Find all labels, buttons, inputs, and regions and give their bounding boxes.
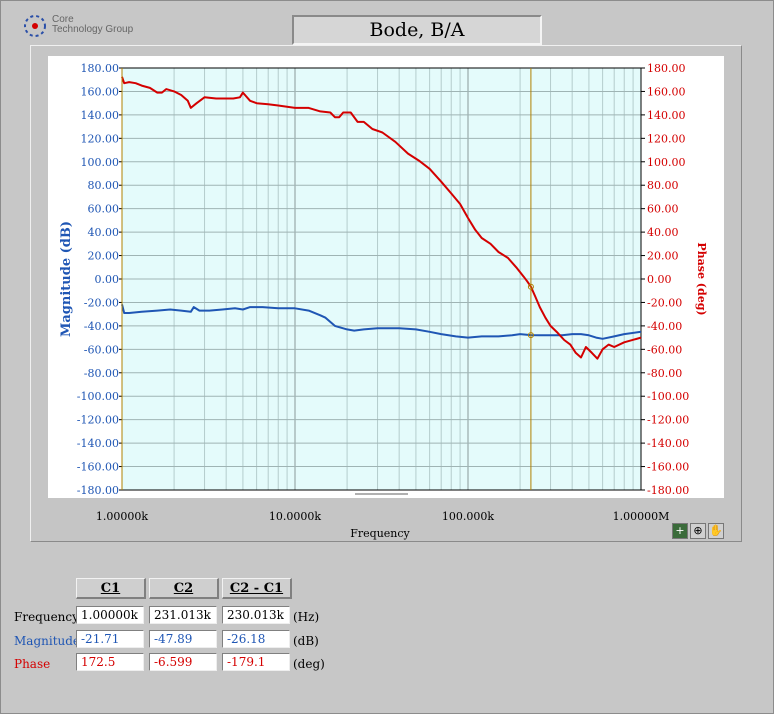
y-tick-label-left: -120.00 (77, 414, 119, 427)
y-axis-right-label: Phase (deg) (695, 242, 708, 315)
y-tick-label-left: -180.00 (77, 484, 119, 497)
y-tick-label-left: 0.00 (95, 273, 120, 286)
y-tick-label-right: -160.00 (647, 461, 689, 474)
row-label-frequency: Frequency (14, 610, 79, 624)
company-logo: Core Technology Group (22, 13, 152, 43)
phase-delta-field[interactable]: -179.1 (222, 653, 290, 671)
y-tick-label-right: 0.00 (647, 273, 672, 286)
col-header-c2: C2 (149, 578, 219, 599)
x-tick-label: 1.00000k (96, 510, 148, 523)
y-tick-label-right: -20.00 (647, 296, 682, 309)
y-tick-label-left: 60.00 (88, 203, 120, 216)
cursor-marker-phase (527, 283, 534, 290)
y-tick-label-right: 60.00 (647, 203, 679, 216)
y-tick-label-right: 40.00 (647, 226, 679, 239)
row-label-magnitude: Magnitude (14, 634, 81, 648)
phase-c2-field[interactable]: -6.599 (149, 653, 217, 671)
y-tick-label-left: -160.00 (77, 461, 119, 474)
y-tick-label-right: 100.00 (647, 156, 686, 169)
graph-toolbar: + ⊕ ✋ (672, 523, 724, 539)
logo-mark-icon (24, 15, 46, 37)
y-tick-label-left: -20.00 (84, 296, 119, 309)
y-tick-label-right: -120.00 (647, 414, 689, 427)
x-tick-label: 100.000k (442, 510, 494, 523)
x-tick-label: 1.00000M (613, 510, 670, 523)
graph-title: Bode, B/A (292, 15, 542, 45)
frequency-c1-field[interactable]: 1.00000k (76, 606, 144, 624)
cursor-marker-magnitude (527, 332, 534, 339)
y-tick-label-left: 40.00 (88, 226, 120, 239)
series-line-magnitude (121, 304, 642, 340)
y-tick-label-right: 180.00 (647, 62, 686, 75)
col-header-delta: C2 - C1 (222, 578, 292, 599)
y-tick-label-right: -60.00 (647, 343, 682, 356)
y-tick-label-right: 120.00 (647, 132, 686, 145)
y-tick-label-right: -180.00 (647, 484, 689, 497)
y-tick-label-right: -40.00 (647, 320, 682, 333)
magnitude-unit: (dB) (293, 634, 319, 648)
axis-ticks: 180.00 160.00 140.00 120.00 100.00 80.00 60.00… (77, 62, 689, 523)
y-tick-label-right: -140.00 (647, 437, 689, 450)
cursor-tool-icon[interactable]: + (672, 523, 688, 539)
phase-unit: (deg) (293, 657, 325, 671)
series-line-phase (121, 76, 642, 360)
y-tick-label-left: 100.00 (81, 156, 120, 169)
x-axis-label: Frequency (350, 527, 410, 540)
y-tick-label-left: 140.00 (81, 109, 120, 122)
series-layer (121, 76, 642, 360)
y-tick-label-left: 80.00 (88, 179, 120, 192)
logo-line-2: Technology Group (52, 24, 134, 35)
y-tick-label-left: 20.00 (88, 250, 120, 263)
bode-chart[interactable]: 180.00 160.00 140.00 120.00 100.00 80.00 60.00… (0, 0, 774, 545)
cursor-layer[interactable] (121, 68, 534, 490)
y-tick-label-left: -60.00 (84, 343, 119, 356)
y-tick-label-left: 180.00 (81, 62, 120, 75)
magnitude-delta-field[interactable]: -26.18 (222, 630, 290, 648)
magnitude-c2-field[interactable]: -47.89 (149, 630, 217, 648)
y-tick-label-left: 120.00 (81, 132, 120, 145)
y-tick-label-right: 80.00 (647, 179, 679, 192)
col-header-c1: C1 (76, 578, 146, 599)
y-tick-label-left: -100.00 (77, 390, 119, 403)
grid (121, 67, 642, 491)
frequency-unit: (Hz) (293, 610, 320, 624)
magnitude-c1-field[interactable]: -21.71 (76, 630, 144, 648)
y-tick-label-right: -100.00 (647, 390, 689, 403)
row-label-phase: Phase (14, 657, 51, 671)
y-axis-left-label: Magnitude (dB) (59, 221, 74, 337)
y-tick-label-right: 140.00 (647, 109, 686, 122)
y-tick-label-right: 20.00 (647, 250, 679, 263)
frequency-delta-field[interactable]: 230.013k (222, 606, 290, 624)
y-tick-label-left: -80.00 (84, 367, 119, 380)
logo-line-1: Core (52, 14, 74, 25)
y-tick-label-left: -140.00 (77, 437, 119, 450)
phase-c1-field[interactable]: 172.5 (76, 653, 144, 671)
y-tick-label-left: 160.00 (81, 85, 120, 98)
y-tick-label-right: -80.00 (647, 367, 682, 380)
frequency-c2-field[interactable]: 231.013k (149, 606, 217, 624)
pan-hand-icon[interactable]: ✋ (708, 523, 724, 539)
x-tick-label: 10.0000k (269, 510, 321, 523)
y-tick-label-right: 160.00 (647, 85, 686, 98)
x-scroll-thumb[interactable] (355, 493, 408, 495)
y-tick-label-left: -40.00 (84, 320, 119, 333)
zoom-tool-icon[interactable]: ⊕ (690, 523, 706, 539)
